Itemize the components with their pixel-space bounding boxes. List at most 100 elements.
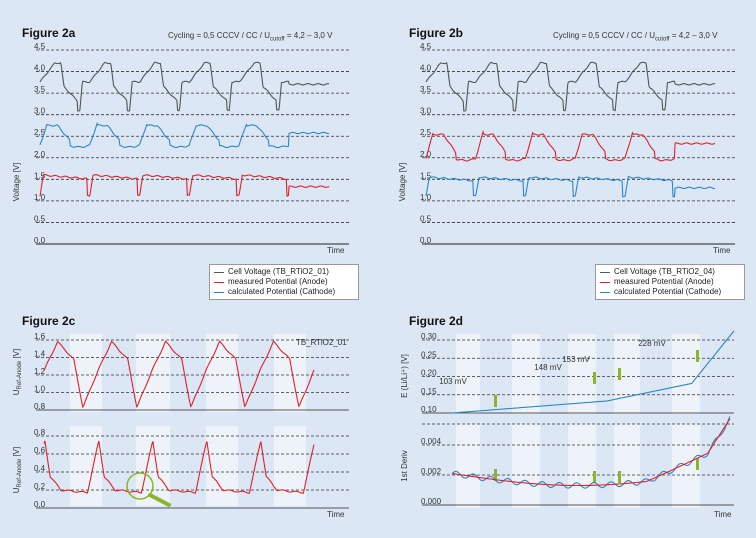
fig2c-stripe <box>274 426 306 506</box>
fig2c-top-series <box>43 340 315 409</box>
cycling-sub: cutoff <box>270 36 285 43</box>
fig2a-ytick-label: 1,5 <box>34 171 46 180</box>
fig2b-ytick-label: 1,5 <box>420 171 432 180</box>
fig2c-magnifier-lens <box>126 472 154 500</box>
fig2d-stripe <box>672 334 700 414</box>
fig2a-ytick-label: 0,5 <box>34 214 46 223</box>
fig2c-top-ytick-label: 1,6 <box>34 332 46 341</box>
legend-label: Cell Voltage (TB_RTiO2_01) <box>228 267 329 276</box>
legend-2a: Cell Voltage (TB_RTiO2_01) measured Pote… <box>209 264 359 300</box>
fig2d-bottom-ytick-label: 0,002 <box>421 467 442 476</box>
figure-2a-title: Figure 2a <box>22 26 76 40</box>
fig2c-stripe <box>206 334 238 412</box>
fig2c-top-ytick-label: 1,4 <box>34 350 46 359</box>
fig2c-top-ytick-label: 0,8 <box>34 402 46 411</box>
fig2d-stripe <box>614 334 640 414</box>
fig2c-bottom-ytick-label: 0,4 <box>34 464 46 473</box>
legend-item-cathode: calculated Potential (Cathode) <box>600 287 740 297</box>
fig2c-stripe <box>136 426 170 506</box>
fig2d-stripe <box>568 334 596 414</box>
fig2d-top-ytick-label: 0,25 <box>421 350 437 359</box>
fig2c-bottom-ytick-label: 0,6 <box>34 446 46 455</box>
fig2b-series-0 <box>425 61 716 112</box>
fig2c-stripe <box>274 334 306 412</box>
fig2d-bottom-ylabel: 1st Deriv <box>400 450 409 482</box>
fig2d-top-series <box>451 330 735 414</box>
fig2d-marker <box>593 471 596 483</box>
legend-item-cell: Cell Voltage (TB_RTiO2_04) <box>600 267 740 277</box>
fig2a-ytick-label: 4,5 <box>34 42 46 51</box>
fig2c-top-ylabel: URef-Anode [V] <box>12 349 23 395</box>
fig2d-top-ytick-label: 0,15 <box>421 387 437 396</box>
cycling-text: Cycling = 0,5 CCCV / CC / U <box>553 31 656 40</box>
fig2d-top-ytick-label: 0,20 <box>421 369 437 378</box>
fig2d-xlabel: Time <box>714 510 732 519</box>
fig2d-stripe <box>512 334 540 414</box>
fig2d-marker <box>696 458 699 470</box>
fig2a-ytick-label: 2,5 <box>34 128 46 137</box>
fig2c-magnifier-handle <box>148 493 171 507</box>
fig2b-ytick-label: 3,5 <box>420 85 432 94</box>
figure-2b-title: Figure 2b <box>409 26 464 40</box>
fig2a-series-0 <box>39 61 330 112</box>
fig2d-marker <box>696 350 699 362</box>
fig2b-xlabel: Time <box>713 246 731 255</box>
legend-item-cell: Cell Voltage (TB_RTiO2_01) <box>214 267 354 277</box>
fig2d-annotation: 153 mV <box>562 355 590 364</box>
cycling-text: Cycling = 0,5 CCCV / CC / U <box>168 31 271 40</box>
fig2c-top-ytick-label: 1,0 <box>34 385 46 394</box>
cycling-tail: = 4,2 – 3,0 V <box>669 31 718 40</box>
fig2d-top-ytick-label: 0,30 <box>421 332 437 341</box>
fig2b-ytick-label: 2,0 <box>420 150 432 159</box>
fig2c-top-ytick-label: 1,2 <box>34 367 46 376</box>
fig2c-bottom-ytick-label: 0,0 <box>34 500 46 509</box>
figure-2c-title: Figure 2c <box>22 314 76 328</box>
fig2a-series-1 <box>39 173 330 197</box>
fig2b-ytick-label: 2,5 <box>420 128 432 137</box>
legend-label: Cell Voltage (TB_RTiO2_04) <box>614 267 715 276</box>
fig2d-annotation: 228 mV <box>638 339 666 348</box>
fig2d-bottom-ytick-label: 0,000 <box>421 497 442 506</box>
fig2c-annotation: TB_RTiO2_01 <box>296 338 347 347</box>
fig2d-top-ytick-label: 0,10 <box>421 405 437 414</box>
fig2c-stripe <box>206 426 238 506</box>
fig2a-series-2 <box>39 122 329 149</box>
legend-label: calculated Potential (Cathode) <box>228 287 336 296</box>
fig2a-ytick-label: 4,0 <box>34 64 46 73</box>
legend-label: measured Potential (Anode) <box>614 277 714 286</box>
fig2c-bottom-ytick-label: 0,2 <box>34 482 46 491</box>
legend-label: calculated Potential (Cathode) <box>614 287 722 296</box>
fig2d-stripe <box>456 424 480 508</box>
fig2d-bottom-ytick-label: 0,004 <box>421 437 442 446</box>
fig2c-stripe <box>70 426 102 506</box>
fig2d-marker <box>593 372 596 384</box>
legend-item-anode: measured Potential (Anode) <box>214 277 354 287</box>
fig2c-bottom-ylabel: URef-Anode [V] <box>12 447 23 493</box>
fig2b-ytick-label: 0,0 <box>420 236 432 245</box>
fig2a-xlabel: Time <box>327 246 345 255</box>
fig2b-ytick-label: 4,5 <box>420 42 432 51</box>
figure-2a-cycling-label: Cycling = 0,5 CCCV / CC / Ucutoff = 4,2 … <box>168 31 332 43</box>
fig2d-stripe <box>512 424 540 508</box>
legend-label: measured Potential (Anode) <box>228 277 328 286</box>
fig2d-marker <box>494 469 497 481</box>
fig2d-annotation: 148 mV <box>534 363 562 372</box>
fig2d-stripe <box>614 424 640 508</box>
fig2b-ylabel: Voltage [V] <box>398 163 407 202</box>
fig2c-stripe <box>136 334 170 412</box>
fig2a-ytick-label: 3,0 <box>34 107 46 116</box>
fig2d-stripe <box>672 424 700 508</box>
fig2a-ytick-label: 3,5 <box>34 85 46 94</box>
cycling-tail: = 4,2 – 3,0 V <box>284 31 333 40</box>
fig2b-ytick-label: 1,0 <box>420 193 432 202</box>
fig2a-ylabel: Voltage [V] <box>12 163 21 202</box>
fig2d-marker <box>618 368 621 380</box>
legend-2b: Cell Voltage (TB_RTiO2_04) measured Pote… <box>595 264 745 300</box>
cycling-sub: cutoff <box>655 36 670 43</box>
figure-2b-cycling-label: Cycling = 0,5 CCCV / CC / Ucutoff = 4,2 … <box>553 31 717 43</box>
fig2b-series-2 <box>425 175 715 198</box>
fig2d-stripe <box>456 334 480 414</box>
fig2d-annotation: 103 mV <box>439 377 467 386</box>
fig2c-bottom-ytick-label: 0,8 <box>34 428 46 437</box>
fig2d-marker <box>618 471 621 483</box>
